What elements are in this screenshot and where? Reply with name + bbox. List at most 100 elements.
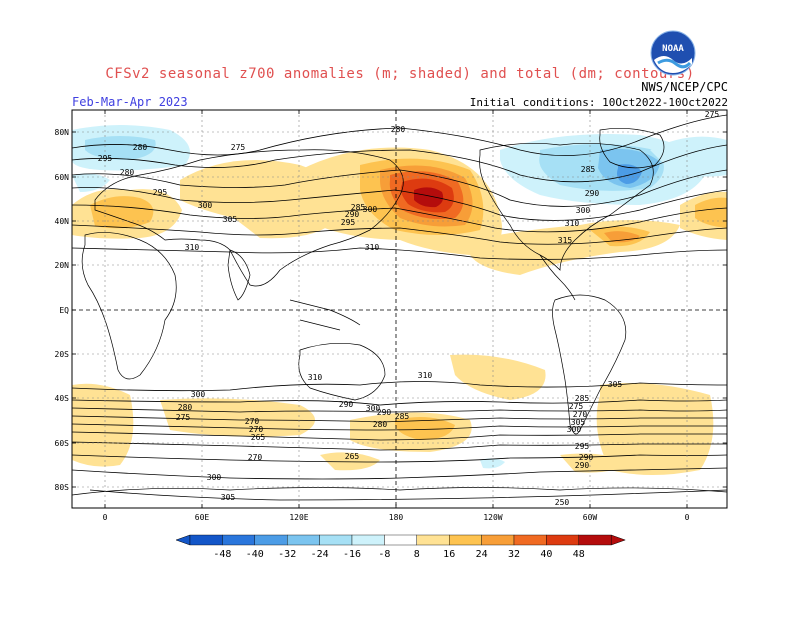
colorbar-right-arrow — [610, 534, 626, 546]
colorbar-swatch — [546, 534, 580, 546]
contour-label: 300 — [191, 390, 206, 399]
contour-label: 315 — [558, 236, 573, 245]
contour-label: 270 — [573, 410, 588, 419]
contour-label: 285 — [581, 165, 596, 174]
anomaly-shading — [72, 125, 727, 475]
colorbar-label: -40 — [246, 549, 264, 560]
lat-label: 20N — [55, 261, 70, 270]
contour-label: 280 — [133, 143, 148, 152]
lon-label: 60W — [583, 513, 598, 522]
contour-label: 285 — [351, 203, 366, 212]
lon-label: 0 — [685, 513, 690, 522]
lon-label: 120E — [289, 513, 308, 522]
colorbar-swatch — [189, 534, 223, 546]
contour-label: 285 — [395, 412, 410, 421]
colorbar-label: 48 — [573, 549, 585, 560]
colorbar-swatch — [416, 534, 450, 546]
lon-label: 60E — [195, 513, 210, 522]
colorbar-swatch — [481, 534, 515, 546]
lon-label: 180 — [389, 513, 404, 522]
contour-label: 270 — [248, 453, 263, 462]
colorbar-swatch — [384, 534, 417, 546]
colorbar-label: -32 — [278, 549, 296, 560]
colorbar-swatch — [513, 534, 547, 546]
colorbar-swatch — [287, 534, 320, 546]
contour-label: 310 — [418, 371, 433, 380]
contour-label: 300 — [207, 473, 222, 482]
contour-label: 310 — [365, 243, 380, 252]
contour-label: 290 — [585, 189, 600, 198]
logo-text: NOAA — [662, 44, 684, 54]
contour-label: 300 — [567, 425, 582, 434]
colorbar-label: -16 — [343, 549, 361, 560]
contour-label: 275 — [231, 143, 246, 152]
colorbar-left-arrow — [175, 534, 191, 546]
colorbar-label: -24 — [311, 549, 329, 560]
contour-label: 290 — [579, 453, 594, 462]
forecast-period: Feb-Mar-Apr 2023 — [72, 95, 188, 109]
contour-label: 270 — [245, 417, 260, 426]
contour-label: 300 — [363, 205, 378, 214]
colorbar-swatch — [578, 534, 612, 546]
lat-label: 60S — [55, 439, 70, 448]
contour-label: 300 — [576, 206, 591, 215]
contour-label: 300 — [198, 201, 213, 210]
contour-label: 305 — [221, 493, 236, 502]
contour-label: 290 — [345, 210, 360, 219]
contour-label: 305 — [571, 418, 586, 427]
contour-label: 280 — [120, 168, 135, 177]
map-frame — [71, 109, 728, 509]
noaa-logo-icon: NOAA — [650, 30, 696, 76]
lat-label: 80N — [55, 128, 70, 137]
contour-label: 305 — [608, 380, 623, 389]
lat-label: EQ — [59, 306, 69, 315]
contour-label: 275 — [569, 402, 584, 411]
colorbar-label: -48 — [213, 549, 231, 560]
colorbar-label: 8 — [414, 549, 420, 560]
colorbar-label: 24 — [476, 549, 488, 560]
contour-label: 295 — [98, 154, 113, 163]
contour-label: 310 — [565, 219, 580, 228]
contour-label: 305 — [223, 215, 238, 224]
tick-marks — [72, 110, 727, 508]
contour-label: 290 — [339, 400, 354, 409]
contour-label: 295 — [341, 218, 356, 227]
contour-label: 310 — [308, 373, 323, 382]
lat-label: 60N — [55, 173, 70, 182]
lat-label: 40N — [55, 217, 70, 226]
contour-label: 285 — [575, 394, 590, 403]
colorbar — [175, 534, 626, 546]
contour-label: 275 — [705, 110, 720, 119]
colorbar-label: 32 — [508, 549, 520, 560]
graticule — [72, 110, 727, 508]
colorbar-swatch — [351, 534, 385, 546]
contour-label: 295 — [575, 442, 590, 451]
contour-label: 280 — [178, 403, 193, 412]
colorbar-label: 40 — [540, 549, 552, 560]
agency-label: NWS/NCEP/CPC — [641, 80, 728, 94]
colorbar-label: 16 — [443, 549, 455, 560]
lon-label: 0 — [103, 513, 108, 522]
contour-label: 280 — [373, 420, 388, 429]
coastlines — [72, 128, 727, 496]
colorbar-swatch — [222, 534, 255, 546]
lat-label: 20S — [55, 350, 70, 359]
contour-label: 270 — [249, 425, 264, 434]
contour-label: 290 — [377, 408, 392, 417]
colorbar-swatch — [319, 534, 353, 546]
colorbar-label: -8 — [378, 549, 390, 560]
height-contours — [72, 114, 727, 501]
contour-label: 280 — [391, 125, 406, 134]
lat-label: 80S — [55, 483, 70, 492]
contour-label: 275 — [176, 413, 191, 422]
lon-label: 120W — [483, 513, 502, 522]
chart-title: CFSv2 seasonal z700 anomalies (m; shaded… — [105, 66, 695, 82]
colorbar-swatch — [449, 534, 482, 546]
contour-label: 250 — [555, 498, 570, 507]
contour-label: 265 — [345, 452, 360, 461]
equator-dateline — [72, 110, 727, 508]
contour-label: 295 — [153, 188, 168, 197]
contour-label: 300 — [366, 404, 381, 413]
contour-label: 310 — [185, 243, 200, 252]
colorbar-swatch — [254, 534, 288, 546]
